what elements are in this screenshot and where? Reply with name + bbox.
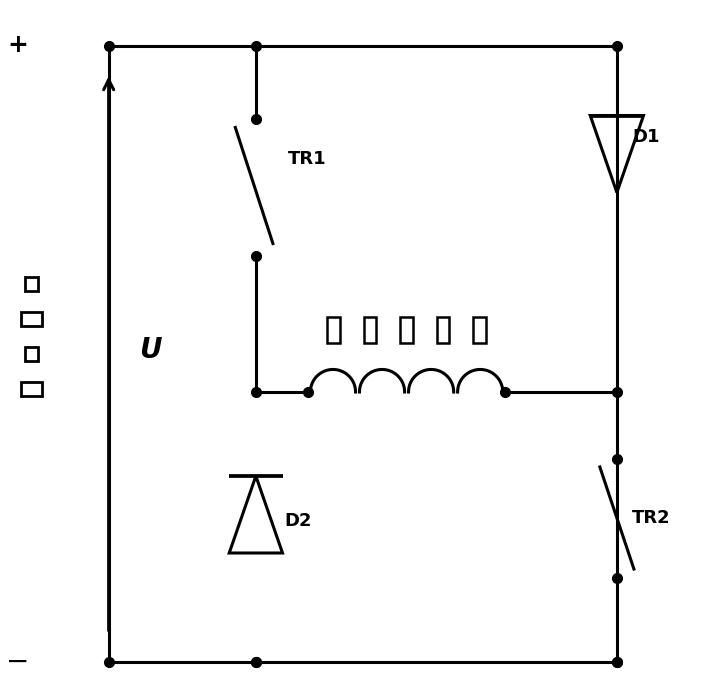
Bar bbox=[25, 276, 38, 290]
Text: −: − bbox=[6, 648, 29, 676]
Text: TR2: TR2 bbox=[632, 509, 671, 527]
Bar bbox=[327, 317, 340, 344]
Text: D1: D1 bbox=[632, 127, 660, 146]
Text: U: U bbox=[139, 336, 162, 364]
Text: +: + bbox=[7, 34, 28, 57]
Bar bbox=[364, 317, 376, 344]
Bar bbox=[21, 382, 42, 395]
Bar bbox=[400, 317, 413, 344]
Text: TR1: TR1 bbox=[287, 150, 326, 168]
Bar bbox=[437, 317, 449, 344]
Text: D2: D2 bbox=[284, 512, 311, 531]
Bar bbox=[473, 317, 486, 344]
Bar bbox=[21, 312, 42, 326]
Bar bbox=[25, 346, 38, 360]
